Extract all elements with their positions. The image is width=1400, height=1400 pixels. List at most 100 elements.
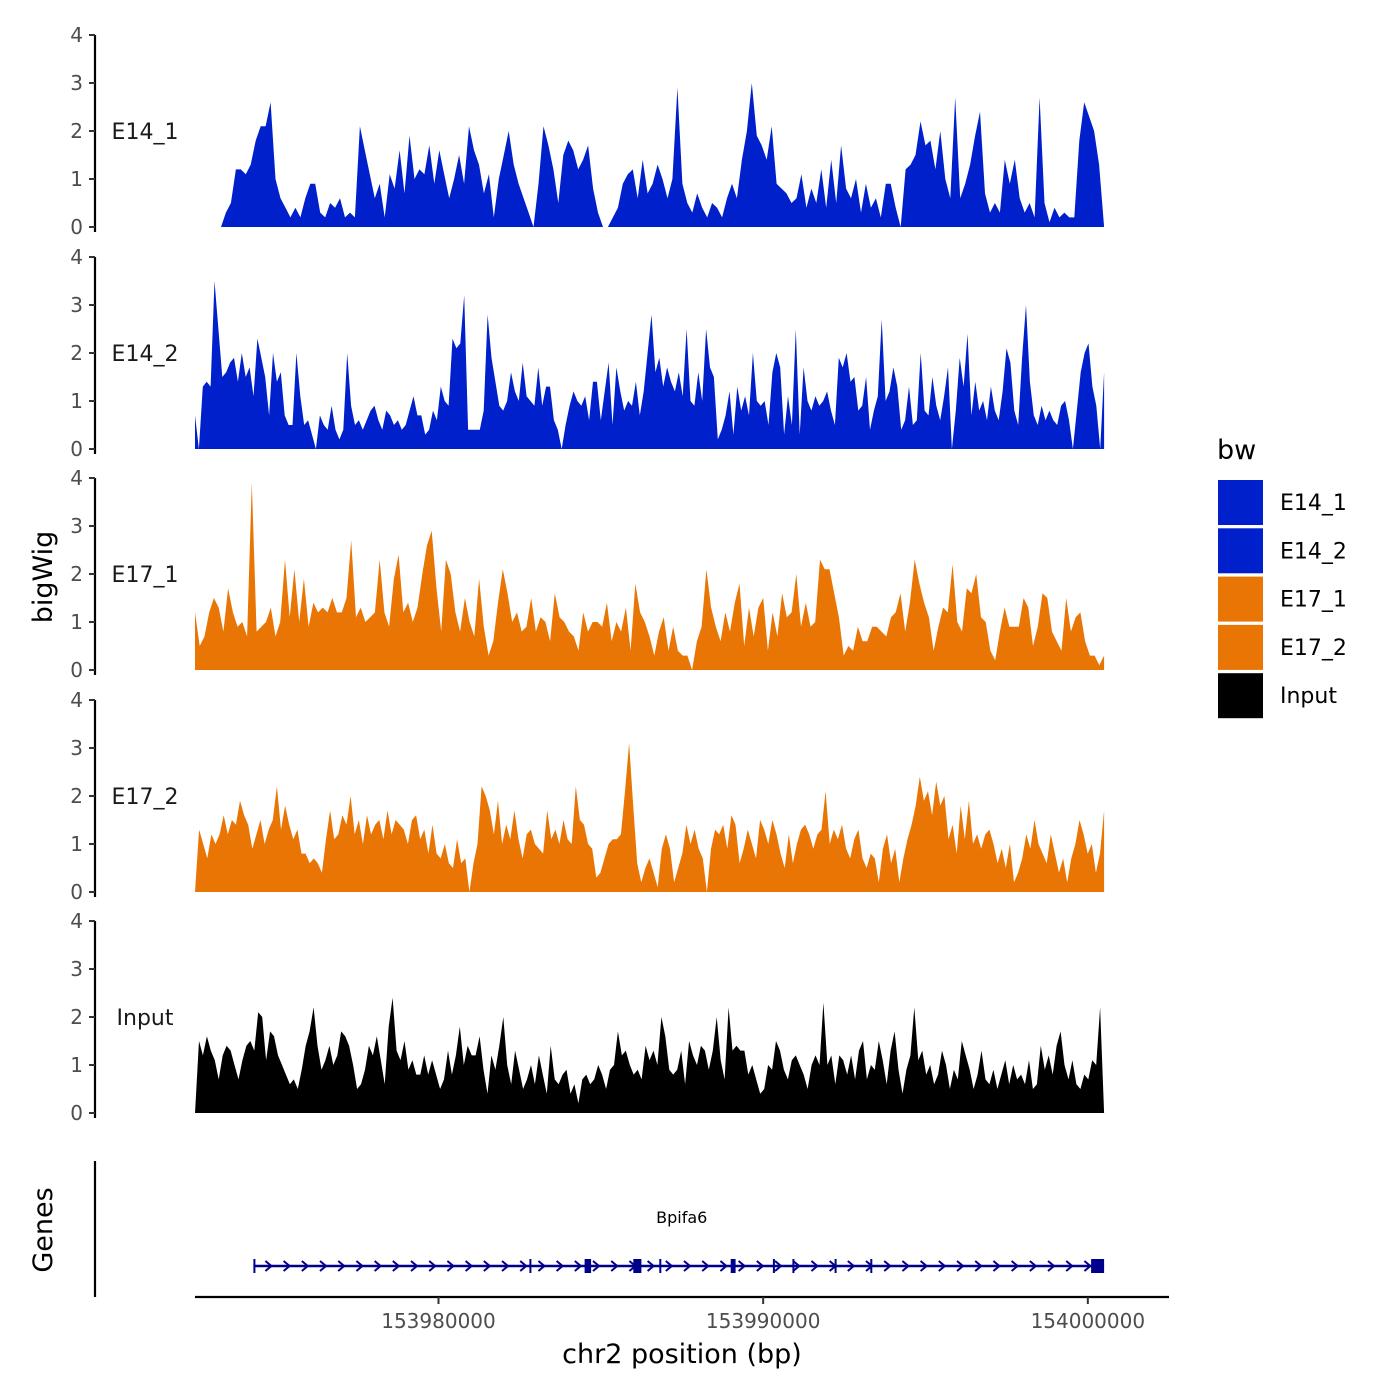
strand-chevron bbox=[737, 1260, 747, 1272]
strand-chevron bbox=[428, 1260, 437, 1272]
genes-axis-title: Genes bbox=[28, 1187, 59, 1272]
track-label-e17-1: E17_1 bbox=[112, 563, 179, 588]
area-e14-1 bbox=[221, 83, 1105, 227]
strand-chevron bbox=[719, 1260, 728, 1272]
y-tick-label-e17-1-0: 0 bbox=[70, 658, 83, 682]
legend-label-e17-1: E17_1 bbox=[1280, 588, 1347, 613]
y-tick-label-e14-2-2: 2 bbox=[70, 341, 83, 365]
strand-chevron bbox=[1083, 1260, 1092, 1272]
strand-chevron bbox=[610, 1260, 619, 1272]
gene-exon-2 bbox=[529, 1259, 532, 1273]
y-tick-label-e14-2-4: 4 bbox=[70, 245, 83, 269]
y-tick-label-e14-1-3: 3 bbox=[70, 71, 83, 95]
area-e17-1 bbox=[195, 482, 1105, 670]
legend-label-e14-1: E14_1 bbox=[1280, 491, 1347, 516]
y-tick-label-e17-2-0: 0 bbox=[70, 880, 83, 904]
y-tick-label-e17-2-3: 3 bbox=[70, 736, 83, 760]
strand-chevron bbox=[792, 1260, 801, 1272]
x-tick-label-153980000: 153980000 bbox=[381, 1309, 496, 1333]
gene-exon-6 bbox=[730, 1259, 736, 1273]
y-tick-label-e14-1-4: 4 bbox=[70, 23, 83, 47]
legend-title: bw bbox=[1217, 435, 1256, 466]
x-tick-label-154000000: 154000000 bbox=[1031, 1309, 1146, 1333]
strand-chevron bbox=[992, 1260, 1001, 1272]
legend: bw E14_1 E14_2 E17_1 E17_2 Input bbox=[1217, 435, 1347, 719]
area-input bbox=[195, 997, 1105, 1113]
legend-item-e14-2: E14_2 bbox=[1218, 528, 1347, 574]
area-e14-2 bbox=[195, 281, 1105, 449]
track-label-input: Input bbox=[117, 1006, 174, 1031]
strand-chevron bbox=[974, 1260, 983, 1272]
legend-swatch-e14-1 bbox=[1218, 480, 1263, 525]
strand-chevron bbox=[301, 1260, 310, 1272]
gene-track: Bpifa6 bbox=[93, 1161, 1105, 1297]
strand-chevron bbox=[574, 1260, 583, 1272]
y-tick-label-e14-2-1: 1 bbox=[70, 389, 83, 413]
strand-chevron bbox=[1029, 1260, 1038, 1272]
gene-exon-11 bbox=[1091, 1259, 1105, 1273]
track-e17-2: 0 1 2 3 4 E17_2 bbox=[70, 688, 1105, 904]
strand-chevron bbox=[464, 1260, 474, 1272]
y-tick-label-e14-2-0: 0 bbox=[70, 437, 83, 461]
legend-item-e17-2: E17_2 bbox=[1218, 624, 1347, 670]
strand-chevron bbox=[938, 1260, 947, 1272]
tracks-group: 0 1 2 3 4 E14_1 0 1 2 3 4 E14_2 0 1 2 3 4 E17_1 0 1 2 3 4 E17_2… bbox=[70, 23, 1105, 1125]
strand-chevron bbox=[537, 1260, 546, 1272]
strand-chevron bbox=[392, 1260, 401, 1272]
strand-chevron bbox=[501, 1260, 510, 1272]
gene-name-label: Bpifa6 bbox=[656, 1208, 707, 1227]
y-tick-label-e17-1-1: 1 bbox=[70, 610, 83, 634]
legend-label-input: Input bbox=[1280, 684, 1337, 709]
gene-exon-1 bbox=[253, 1259, 256, 1273]
y-tick-label-e14-1-2: 2 bbox=[70, 119, 83, 143]
strand-chevron bbox=[355, 1260, 364, 1272]
y-tick-label-input-2: 2 bbox=[70, 1005, 83, 1029]
y-tick-label-input-1: 1 bbox=[70, 1053, 83, 1077]
gene-exon-8 bbox=[792, 1259, 795, 1273]
gene-exon-7 bbox=[772, 1259, 775, 1273]
y-tick-label-input-3: 3 bbox=[70, 957, 83, 981]
track-label-e14-2: E14_2 bbox=[112, 342, 179, 367]
track-input: 0 1 2 3 4 Input bbox=[70, 909, 1105, 1125]
legend-item-e17-1: E17_1 bbox=[1218, 576, 1347, 622]
y-tick-label-e17-2-2: 2 bbox=[70, 784, 83, 808]
strand-chevron bbox=[373, 1260, 383, 1272]
legend-swatch-e17-1 bbox=[1218, 576, 1263, 622]
strand-chevron bbox=[919, 1260, 929, 1272]
strand-chevron bbox=[264, 1260, 273, 1272]
gene-exon-4 bbox=[633, 1259, 642, 1273]
strand-chevron bbox=[901, 1260, 910, 1272]
track-e14-1: 0 1 2 3 4 E14_1 bbox=[70, 23, 1105, 239]
legend-item-input: Input bbox=[1218, 673, 1337, 719]
x-tick-label-153990000: 153990000 bbox=[706, 1309, 821, 1333]
legend-swatch-input bbox=[1218, 673, 1263, 719]
legend-item-e14-1: E14_1 bbox=[1218, 480, 1347, 525]
legend-swatch-e17-2 bbox=[1218, 624, 1263, 670]
y-tick-label-e17-2-1: 1 bbox=[70, 832, 83, 856]
track-e17-1: 0 1 2 3 4 E17_1 bbox=[70, 466, 1105, 682]
gene-exon-9 bbox=[834, 1259, 837, 1273]
y-tick-label-e17-2-4: 4 bbox=[70, 688, 83, 712]
x-axis-title: chr2 position (bp) bbox=[562, 1339, 802, 1370]
gene-exon-10 bbox=[870, 1259, 873, 1273]
strand-chevron bbox=[1010, 1260, 1020, 1272]
y-tick-label-e17-1-3: 3 bbox=[70, 514, 83, 538]
y-tick-label-e17-1-2: 2 bbox=[70, 562, 83, 586]
y-axis-title: bigWig bbox=[28, 531, 59, 624]
gene-exon-5 bbox=[659, 1259, 662, 1273]
strand-chevron bbox=[282, 1260, 292, 1272]
strand-chevron bbox=[847, 1260, 856, 1272]
strand-chevron bbox=[956, 1260, 965, 1272]
legend-label-e17-2: E17_2 bbox=[1280, 636, 1347, 661]
strand-chevron bbox=[810, 1260, 819, 1272]
strand-chevron bbox=[337, 1260, 346, 1272]
y-tick-label-e17-1-4: 4 bbox=[70, 466, 83, 490]
track-e14-2: 0 1 2 3 4 E14_2 bbox=[70, 245, 1105, 461]
strand-chevron bbox=[319, 1260, 328, 1272]
strand-chevron bbox=[446, 1260, 455, 1272]
area-e17-2 bbox=[195, 743, 1105, 892]
track-label-e14-1: E14_1 bbox=[112, 120, 179, 145]
strand-chevron bbox=[483, 1260, 492, 1272]
